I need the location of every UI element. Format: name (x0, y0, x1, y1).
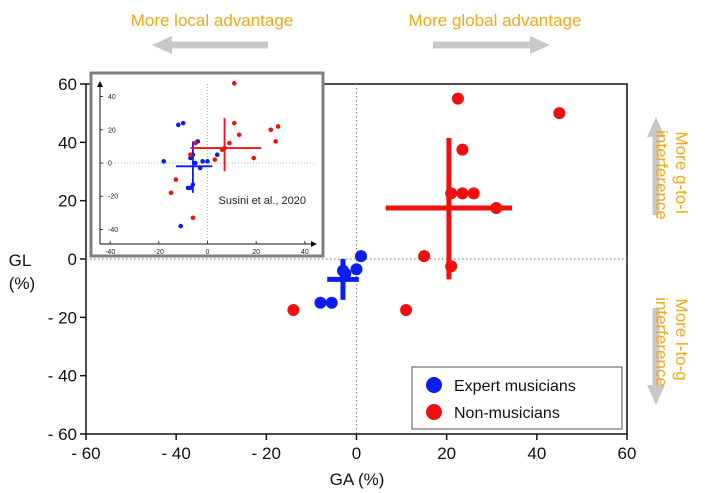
inset-point-non (212, 157, 218, 162)
x-axis-label: GA (%) (330, 470, 385, 489)
data-point-non (553, 107, 566, 120)
inset-point-expert (214, 152, 220, 157)
inset-point-expert (188, 185, 193, 191)
inset-point-non (227, 140, 232, 146)
inset-citation: Susini et al., 2020 (219, 195, 306, 207)
inset-point-non (190, 215, 196, 221)
y-tick-label: - 60 (48, 425, 77, 444)
inset-y-tick-label: 0 (108, 161, 112, 168)
inset-point-non (268, 127, 274, 133)
data-point-non (456, 187, 469, 200)
data-point-non (400, 304, 413, 317)
y-tick-label: 0 (68, 250, 77, 269)
inset-point-expert (176, 122, 181, 128)
inset-point-non (251, 155, 257, 161)
data-point-expert (314, 296, 327, 309)
data-point-expert (355, 250, 368, 263)
data-point-non (287, 304, 300, 317)
arrow-up-icon (647, 117, 665, 215)
inset-x-tick-label: 20 (252, 249, 260, 256)
data-point-non (418, 250, 431, 263)
inset-x-tick-label: -40 (105, 249, 115, 256)
inset-point-non (275, 124, 281, 129)
x-tick-label: - 60 (71, 444, 100, 463)
x-tick-label: 60 (618, 444, 637, 463)
inset-point-expert (193, 160, 198, 166)
inset-point-expert (161, 159, 166, 164)
legend-label-expert: Expert musicians (454, 378, 576, 395)
legend-label-non: Non-musicians (454, 405, 560, 422)
inset-point-expert (178, 223, 184, 229)
arrow-right-icon (433, 36, 550, 54)
x-tick-label: 0 (352, 444, 361, 463)
inset-x-tick-label: -20 (154, 249, 164, 256)
inset-y-tick-label: 20 (108, 127, 116, 134)
data-point-non (456, 143, 469, 156)
axis-ticks: - 60 - 40 - 20 0 20 40 60 60 40 20 0 - 20 - 40 - 60 (48, 75, 637, 463)
y-tick-label: 20 (58, 192, 77, 211)
inset-point-expert (180, 120, 186, 126)
arrow-left-icon (152, 36, 268, 54)
data-point-expert (350, 263, 363, 276)
legend: Expert musicians Non-musicians (411, 366, 623, 430)
x-tick-label: - 40 (162, 444, 191, 463)
inset-point-non (231, 120, 237, 126)
inset-y-arrow-icon (97, 81, 103, 87)
annotation-local-advantage: More local advantage (131, 11, 294, 30)
y-tick-label: - 40 (48, 367, 77, 386)
inset-point-non (236, 132, 242, 138)
inset-point-expert (200, 159, 205, 164)
data-point-non (451, 92, 464, 105)
main-data-marks (287, 92, 566, 317)
inset-y-tick-label: 40 (108, 94, 116, 101)
inset-x-tick-label: 0 (206, 249, 210, 256)
inset-x-tick-label: 40 (301, 249, 309, 256)
inset-point-non (173, 177, 179, 182)
x-tick-label: 40 (527, 444, 546, 463)
annotation-g-to-l-interference: More g-to-l interference (652, 130, 691, 220)
inset-x-arrow-icon (311, 241, 317, 247)
inset-point-non (168, 190, 174, 196)
y-axis-label: GL (%) (9, 251, 36, 293)
y-tick-label: 60 (58, 75, 77, 94)
legend-marker-expert (426, 377, 442, 393)
arrow-down-icon (647, 308, 665, 405)
x-tick-label: 20 (437, 444, 456, 463)
inset-point-non (193, 140, 198, 146)
inset-point-non (188, 152, 193, 157)
inset-chart: -40 -20 0 20 40 40 20 0 -20 -40 Susini et al., 20… (89, 71, 325, 258)
data-point-non (467, 187, 480, 200)
data-point-expert (325, 296, 338, 309)
inset-point-expert (188, 155, 193, 161)
inset-y-tick-label: -40 (108, 227, 118, 234)
y-tick-label: - 20 (48, 308, 77, 327)
annotation-l-to-g-interference: More l-to-g interference (652, 297, 691, 387)
legend-marker-non (426, 404, 442, 420)
inset-point-non (231, 81, 237, 86)
inset-point-non (273, 139, 278, 144)
inset-point-expert (205, 159, 210, 164)
y-tick-label: 40 (58, 133, 77, 152)
annotation-global-advantage: More global advantage (409, 11, 582, 30)
x-tick-label: - 20 (252, 444, 281, 463)
inset-frame (89, 71, 325, 258)
inset-y-tick-label: -20 (108, 194, 118, 201)
